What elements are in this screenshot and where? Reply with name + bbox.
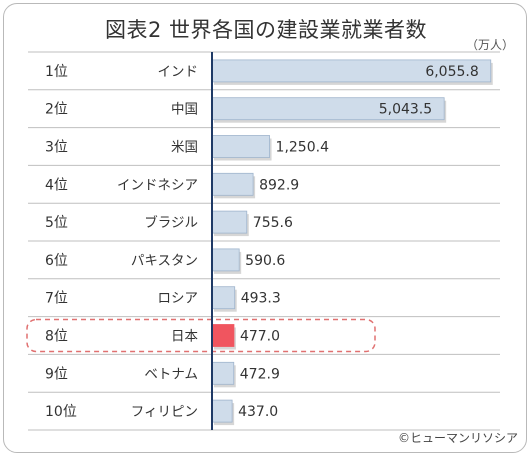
rank-label: 3位 [45,140,68,156]
data-label: 6,055.8 [425,64,478,80]
data-label: 437.0 [238,404,278,420]
data-label: 755.6 [253,215,293,231]
category-label: 米国 [171,140,198,156]
copyright-credit: ©ヒューマンリソシア [398,429,518,446]
bar-10 [212,400,232,422]
rank-label: 9位 [45,366,68,382]
data-label: 5,043.5 [379,102,432,118]
category-label: インド [158,64,199,80]
category-label: ベトナム [144,366,198,382]
rank-label: 1位 [45,64,68,80]
category-label: インドネシア [117,177,198,193]
rank-label: 6位 [45,253,68,269]
data-label: 493.3 [241,291,281,307]
bar-9 [212,362,234,384]
rank-label: 8位 [45,329,68,345]
category-label: 中国 [171,102,198,118]
data-label: 472.9 [240,366,280,382]
data-label: 590.6 [245,253,285,269]
rank-label: 2位 [45,102,68,118]
category-label: ブラジル [144,214,198,231]
bar-8 [212,325,234,347]
rank-label: 7位 [45,291,68,307]
rank-label: 4位 [45,177,68,193]
bar-7 [212,287,235,309]
bar-5 [212,211,247,233]
data-label: 892.9 [259,177,299,193]
bar-3 [212,136,270,158]
bar-6 [212,249,239,271]
category-label: 日本 [171,329,198,345]
data-label: 1,250.4 [276,140,330,156]
category-label: フィリピン [131,404,198,420]
category-label: ロシア [158,291,199,307]
bar-4 [212,173,253,195]
data-label: 477.0 [240,329,280,345]
rank-label: 5位 [45,215,68,231]
rank-label: 10位 [45,404,77,420]
category-label: パキスタン [131,253,198,269]
highlight-box [27,320,375,352]
